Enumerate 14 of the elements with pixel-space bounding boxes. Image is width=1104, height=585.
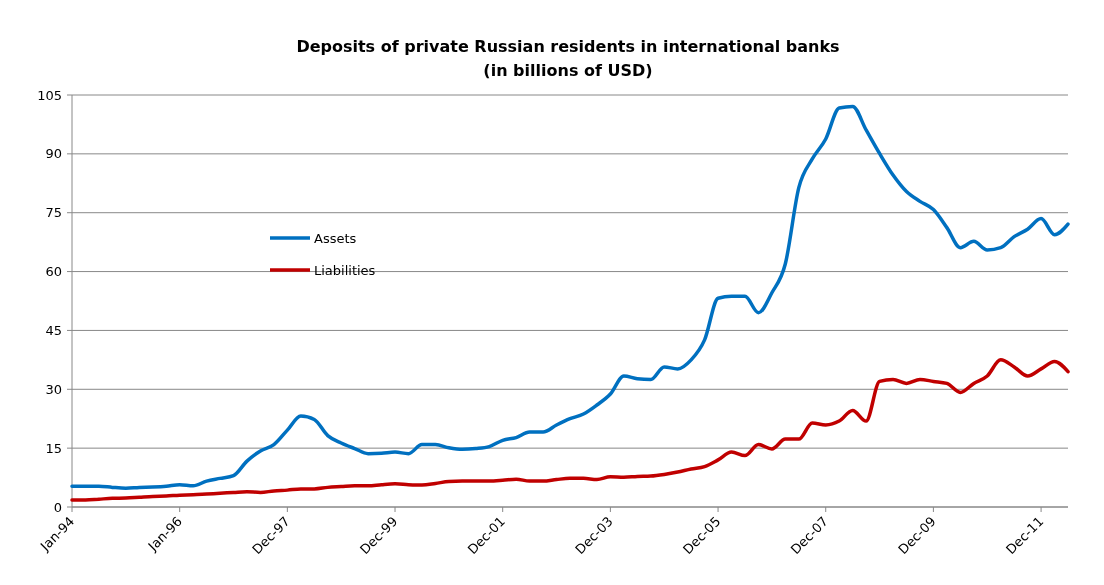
chart-subtitle: (in billions of USD) — [483, 61, 653, 80]
line-series — [70, 104, 1070, 490]
y-tick-label: 75 — [45, 205, 62, 221]
y-tick-label: 15 — [45, 440, 62, 456]
line-series — [70, 358, 1070, 502]
y-tick-label: 105 — [37, 87, 62, 103]
y-tick-label: 60 — [45, 264, 62, 280]
legend-label: Assets — [314, 230, 357, 246]
y-tick-label: 90 — [45, 146, 62, 162]
legend-label: Liabilities — [314, 262, 376, 278]
y-tick-label: 30 — [45, 381, 62, 397]
y-tick-label: 0 — [53, 499, 62, 515]
chart-title: Deposits of private Russian residents in international banks — [296, 37, 840, 56]
y-tick-label: 45 — [45, 322, 62, 338]
